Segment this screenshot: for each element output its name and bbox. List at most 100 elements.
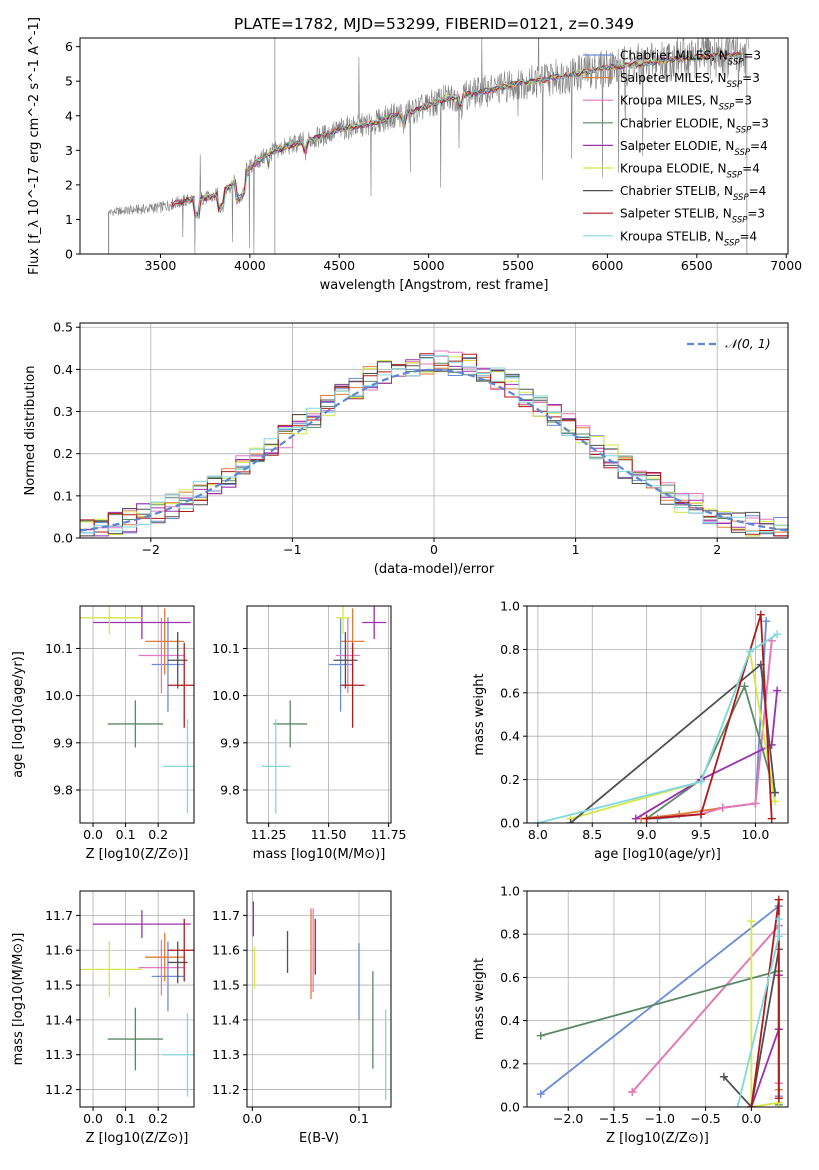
- axes-mass_vs_Z: 0.0 0.1 0.2 11.2 11.3 11.4 11.5 11.6 11.7 Z [log1…: [11, 891, 194, 1146]
- x-tick-label: −1.5: [599, 1111, 629, 1126]
- y-tick-label: 0.8: [500, 927, 520, 942]
- legend-label: Kroupa MILES, NSSP=3: [620, 94, 752, 113]
- x-tick-label: 9.0: [637, 827, 657, 842]
- legend-label: Salpeter ELODIE, NSSP=4: [620, 139, 768, 158]
- x-axis-label: E(B-V): [299, 1131, 339, 1146]
- x-tick-label: −2: [142, 542, 160, 557]
- x-tick-label: 0.2: [148, 1111, 168, 1126]
- y-tick-label: 0.4: [500, 729, 520, 744]
- mass_vs_EBV-frame: [246, 890, 392, 1108]
- x-tick-label: 0.2: [148, 827, 168, 842]
- weight-marker: [697, 777, 705, 786]
- y-tick-label: 0.8: [500, 642, 520, 657]
- x-axis-label: age [log10(age/yr)]: [594, 847, 721, 862]
- y-tick-label: 0.2: [500, 1056, 520, 1071]
- y-tick-label: 10.1: [212, 641, 240, 656]
- x-tick-label: 3500: [145, 258, 177, 273]
- spectrum-frame: [79, 37, 789, 255]
- x-axis-label: (data-model)/error: [374, 562, 495, 577]
- y-axis-label: age [log10(age/yr)]: [11, 651, 26, 778]
- weight-series-line: [646, 614, 773, 820]
- y-tick-label: 0.3: [53, 404, 73, 419]
- model-spectrum-line: [187, 51, 744, 219]
- y-tick-label: 11.3: [45, 1047, 73, 1062]
- weight-marker: [536, 1090, 545, 1099]
- x-tick-label: 11.50: [311, 827, 347, 842]
- weight-series-line: [723, 949, 780, 1107]
- y-tick-label: 0.4: [53, 362, 73, 377]
- x-tick-label: 2: [713, 542, 721, 557]
- y-tick-label: 4: [65, 108, 73, 123]
- weight-marker: [718, 803, 727, 812]
- weight-marker: [740, 682, 749, 691]
- mass_vs_Z-frame: [79, 890, 195, 1108]
- y-axis-label: mass weight: [472, 958, 487, 1040]
- weight_vs_Z-frame: [526, 890, 789, 1108]
- y-tick-label: 2: [65, 177, 73, 192]
- weight-series-line: [537, 633, 778, 823]
- weight-marker: [675, 810, 684, 819]
- weight-marker: [756, 610, 765, 619]
- x-tick-label: 8.0: [528, 827, 548, 842]
- x-axis-label: wavelength [Angstrom, rest frame]: [320, 278, 549, 293]
- x-tick-label: 5000: [413, 258, 445, 273]
- y-tick-label: 1: [65, 212, 73, 227]
- y-tick-label: 11.4: [45, 1012, 73, 1027]
- model-spectrum-line: [170, 51, 743, 215]
- x-tick-label: 0.0: [741, 1111, 761, 1126]
- x-axis-label: mass [log10(M/M⊙)]: [253, 847, 386, 862]
- y-tick-label: 0.0: [500, 816, 520, 831]
- y-tick-label: 0.2: [500, 772, 520, 787]
- x-tick-label: 4500: [323, 258, 355, 273]
- x-tick-label: 7000: [770, 258, 802, 273]
- weight-marker: [773, 686, 782, 695]
- x-tick-label: 11.25: [251, 827, 287, 842]
- x-tick-label: 0.0: [83, 827, 103, 842]
- weight_vs_age-frame: [526, 605, 789, 824]
- legend-label: Kroupa ELODIE, NSSP=4: [620, 162, 760, 181]
- y-tick-label: 5: [65, 74, 73, 89]
- x-tick-label: −0.5: [690, 1111, 720, 1126]
- legend-label: Chabrier MILES, NSSP=3: [620, 49, 761, 68]
- weight-marker: [774, 932, 783, 941]
- normal-curve: [80, 368, 788, 532]
- weight-marker: [747, 917, 756, 926]
- weight-marker: [762, 617, 771, 626]
- y-tick-label: 0.1: [53, 488, 73, 503]
- legend-label: Chabrier ELODIE, NSSP=3: [620, 116, 769, 135]
- x-tick-label: 5500: [502, 258, 534, 273]
- y-tick-label: 0.2: [53, 446, 73, 461]
- x-tick-label: 8.5: [582, 827, 602, 842]
- weight-series-line: [570, 648, 776, 820]
- x-tick-label: 1: [572, 542, 580, 557]
- axes-age_vs_Z: 0.0 0.1 0.2 9.8 9.9 10.0 10.1 Z [log10(Z/Z⊙)] ag…: [11, 606, 194, 862]
- y-tick-label: 11.7: [212, 908, 240, 923]
- x-axis-label: Z [log10(Z/Z⊙)]: [606, 1131, 709, 1146]
- y-tick-label: 9.9: [53, 735, 73, 750]
- weight-marker: [536, 1031, 545, 1040]
- y-axis-label: mass [log10(M/M⊙)]: [11, 933, 26, 1066]
- y-tick-label: 0.6: [500, 970, 520, 985]
- weight-series-line: [750, 921, 779, 1107]
- weight-marker: [642, 814, 651, 823]
- x-tick-label: −2.0: [553, 1111, 583, 1126]
- residuals-frame: [79, 322, 789, 539]
- legend-label: Kroupa STELIB, NSSP=4: [620, 229, 757, 248]
- x-tick-label: 4000: [234, 258, 266, 273]
- legend-label: Salpeter STELIB, NSSP=3: [620, 207, 765, 226]
- weight-marker: [767, 814, 776, 823]
- y-tick-label: 0.6: [500, 685, 520, 700]
- x-tick-label: 10.0: [741, 827, 769, 842]
- weight-marker: [628, 1087, 637, 1096]
- y-tick-label: 0.5: [53, 320, 73, 335]
- weight-marker: [770, 788, 779, 797]
- x-tick-label: −1.0: [645, 1111, 675, 1126]
- axes-residuals: −2 −1 0 1 2 0.0 0.1 0.2 0.3 0.4 0.5 (data-model)/er…: [23, 320, 788, 577]
- weight-marker: [770, 797, 779, 806]
- weight-series-line: [646, 683, 776, 820]
- y-axis-label: Flux [f_λ 10^-17 erg cm^-2 s^-1 A^-1]: [27, 17, 42, 275]
- y-tick-label: 11.2: [212, 1082, 240, 1097]
- weight-marker: [566, 819, 575, 823]
- y-tick-label: 10.0: [45, 688, 73, 703]
